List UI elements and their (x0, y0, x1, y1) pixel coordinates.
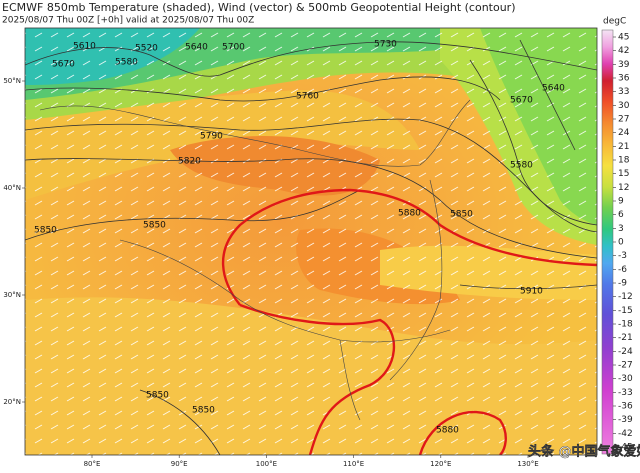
colorbar-tick-label: -24 (618, 347, 633, 357)
lon-label: 90°E (171, 460, 188, 468)
contour-label: 5610 (73, 42, 96, 52)
contour-label: 5580 (115, 58, 138, 68)
colorbar-tick-label: 3 (618, 224, 624, 234)
colorbar-tick-label: -33 (618, 388, 633, 398)
lon-label: 100°E (256, 460, 277, 468)
colorbar-tick-label: 24 (618, 128, 630, 138)
contour-label: 5850 (450, 210, 473, 220)
contour-label: 5850 (192, 406, 215, 416)
colorbar-tick-label: -30 (618, 374, 633, 384)
colorbar-label: degC (603, 17, 626, 27)
lon-label: 80°E (84, 460, 101, 468)
contour-label: 5790 (200, 132, 223, 142)
colorbar (601, 29, 614, 455)
contour-label: 5880 (436, 426, 459, 436)
colorbar-tick-label: 12 (618, 183, 629, 193)
colorbar-tick-label: 15 (618, 169, 629, 179)
map-field (25, 28, 597, 455)
contour-label: 5520 (135, 44, 158, 54)
map-title: ECMWF 850mb Temperature (shaded), Wind (… (2, 1, 516, 14)
colorbar-tick-label: 36 (618, 74, 630, 84)
lon-label: 130°E (517, 460, 538, 468)
watermark: 头条 @中国气象爱好者 (528, 444, 640, 460)
colorbar-tick-label: 6 (618, 210, 624, 220)
map-frame (24, 27, 598, 456)
contour-label: 5670 (52, 60, 75, 70)
lat-label: 30°N (3, 291, 21, 299)
colorbar-tick-label: -12 (618, 292, 633, 302)
colorbar-tick-label: 42 (618, 46, 629, 56)
contour-label: 5850 (146, 391, 169, 401)
contour-label: 5580 (510, 161, 533, 171)
contour-labels: 5610 5670 5580 5520 5640 5700 5730 5760 … (34, 40, 565, 436)
contour-label: 5700 (222, 43, 245, 53)
contour-label: 5640 (542, 84, 565, 94)
colorbar-tick-label: 33 (618, 87, 629, 97)
colorbar-tick-label: -3 (618, 251, 627, 261)
colorbar-tick-label: -6 (618, 265, 627, 275)
map-subtitle: 2025/08/07 Thu 00Z [+0h] valid at 2025/0… (2, 16, 254, 26)
lat-label: 40°N (3, 184, 21, 192)
colorbar-tick-label: 18 (618, 156, 630, 166)
lon-label: 110°E (343, 460, 364, 468)
height-contours (25, 39, 597, 455)
borders (39, 99, 471, 421)
contour-label: 5880 (398, 209, 421, 219)
colorbar-tick-label: -36 (618, 402, 633, 412)
colorbar-tick-label: -15 (618, 306, 633, 316)
contour-label: 5670 (510, 96, 533, 106)
colorbar-tick-label: 39 (618, 60, 630, 70)
contour-label: 5820 (178, 157, 201, 167)
colorbar-tick-label: 45 (618, 33, 629, 43)
colorbar-tick-label: -21 (618, 333, 633, 343)
colorbar-tick-label: -27 (618, 361, 633, 371)
colorbar-tick-label: 9 (618, 197, 624, 207)
lat-label: 50°N (3, 77, 21, 85)
contour-label: 5910 (520, 287, 543, 297)
contour-label: 5850 (143, 221, 166, 231)
contour-label: 5850 (34, 226, 57, 236)
contour-label: 5730 (374, 40, 397, 50)
colorbar-tick-label: -18 (618, 320, 633, 330)
colorbar-tick-label: 21 (618, 142, 629, 152)
colorbar-tick-label: -9 (618, 279, 627, 289)
lon-label: 120°E (430, 460, 451, 468)
lat-label: 20°N (3, 398, 21, 406)
colorbar-tick-label: -45 (618, 443, 633, 453)
colorbar-tick-label: 27 (618, 115, 629, 125)
colorbar-tick-label: -39 (618, 415, 633, 425)
contour-label: 5640 (185, 43, 208, 53)
colorbar-tick-label: 30 (618, 101, 630, 111)
contour-label: 5760 (296, 92, 319, 102)
colorbar-tick-label: -42 (618, 429, 633, 439)
height-5880-contour (221, 188, 597, 455)
colorbar-tick-label: 0 (618, 238, 624, 248)
